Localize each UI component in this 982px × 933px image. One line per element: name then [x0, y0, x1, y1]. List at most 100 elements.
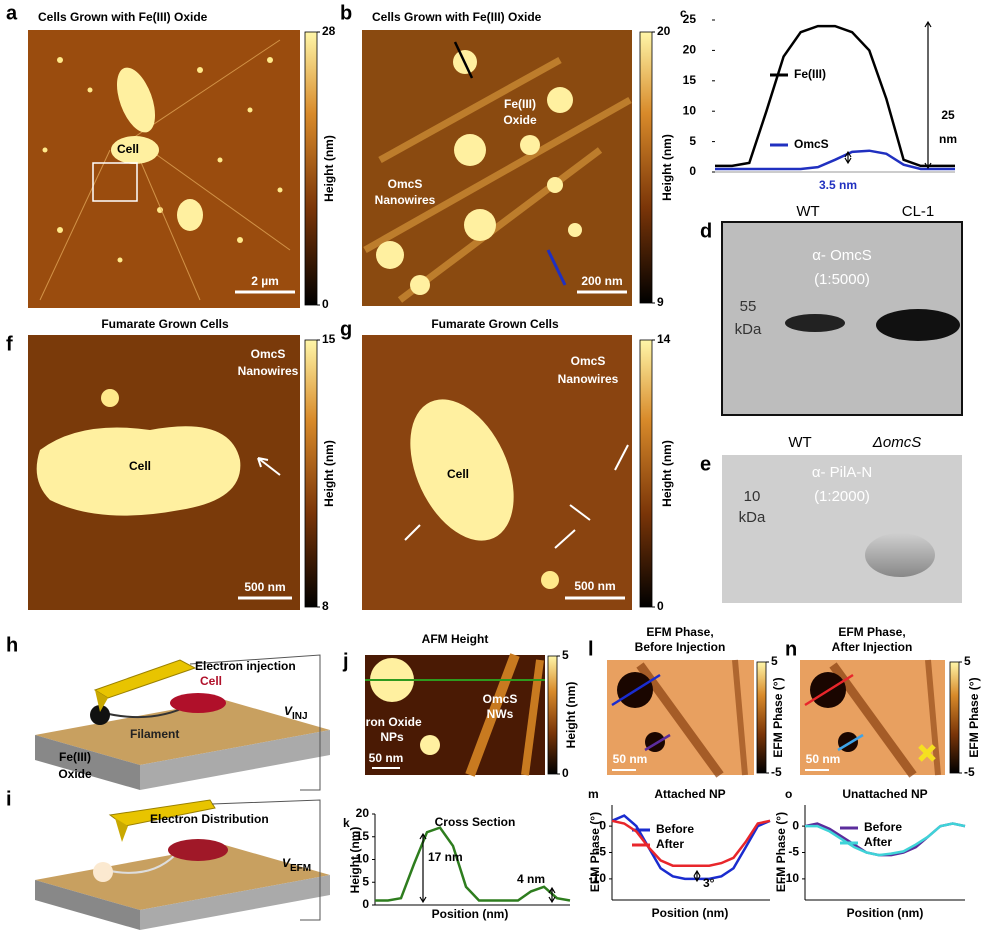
y-tick-label: 20: [356, 806, 370, 820]
x-axis-label: Position (nm): [432, 907, 509, 921]
panel-n: n EFM Phase, After Injection 50 nm: [785, 625, 945, 775]
panel-title: Cells Grown with Fe(III) Oxide: [38, 10, 208, 24]
oxide: [93, 862, 113, 882]
panel-e: e WT ΔomcS α- PilA-N (1:2000) 10 kDa: [700, 434, 962, 603]
y-tick-label: 0: [362, 897, 369, 911]
colorbar-label: EFM Phase (°): [967, 677, 981, 757]
voltage-subscript: INJ: [292, 711, 308, 722]
oxide-label: Fe(III): [504, 97, 536, 111]
colorbar-label: Height (nm): [660, 440, 674, 507]
antibody-label: α- PilA-N: [812, 464, 872, 481]
particle: [101, 389, 119, 407]
nanowire-label: Nanowires: [375, 193, 436, 207]
colorbar-tick-label: 0: [322, 297, 329, 311]
nanowire-label: OmcS: [251, 347, 286, 361]
colorbar-label: Height (nm): [564, 682, 578, 749]
y-tick-label: 10: [683, 103, 697, 117]
y-axis-label: EFM Phase (°): [588, 812, 602, 892]
legend-label: After: [656, 837, 684, 851]
scale-bar-label: 500 nm: [574, 579, 615, 593]
legend-label: After: [864, 835, 892, 849]
colorbar-label: Height (nm): [322, 440, 336, 507]
marker-label: 10: [744, 488, 761, 505]
y-tick-label: 20: [683, 43, 697, 57]
colorbar-tick-label: 9: [657, 295, 664, 309]
chart-title: Cross Section: [435, 815, 516, 829]
scale-bar-label: 50 nm: [369, 751, 404, 765]
panel-a: a Cells Grown with Fe(III) Oxide Cell 2 …: [6, 2, 300, 308]
annotation: 4 nm: [517, 872, 545, 886]
band: [785, 314, 845, 332]
scale-bar-label: 50 nm: [613, 752, 648, 766]
colorbar: [305, 32, 317, 305]
marker-label: kDa: [739, 509, 766, 526]
colorbar: [548, 656, 557, 774]
x-axis-label: Position (nm): [652, 906, 729, 920]
lane-label: WT: [788, 434, 811, 451]
y-axis-label: EFM Phase (°): [774, 812, 788, 892]
colorbar-tick-label: 15: [322, 332, 336, 346]
y-tick-label: -5: [788, 845, 799, 859]
colorbar: [305, 340, 317, 607]
nanowire-label: NWs: [487, 707, 514, 721]
y-axis-label: Height (nm): [348, 827, 362, 894]
nanowire-label: Nanowires: [238, 364, 299, 378]
panel-letter: b: [340, 2, 352, 24]
cell: [177, 199, 203, 231]
cell-label: Cell: [447, 467, 469, 481]
lane-label: WT: [796, 203, 819, 220]
panel-d: d WT CL-1 α- OmcS (1:5000) 55 kDa: [700, 203, 962, 415]
annotation: 25: [941, 108, 955, 122]
marker-label: kDa: [735, 321, 762, 338]
panel-letter: j: [342, 650, 349, 672]
particle-label: Iron Oxide: [362, 715, 422, 729]
y-tick-label: 25: [683, 12, 697, 26]
particle: [420, 735, 440, 755]
y-tick-label: 15: [683, 73, 697, 87]
colorbar-tick-label: 5: [771, 654, 778, 668]
colorbar: [640, 32, 652, 303]
panel-i: i Electron Distribution VEFM: [6, 788, 330, 930]
series-line: [715, 26, 955, 166]
colorbar: [950, 662, 959, 773]
colorbar-label: Height (nm): [660, 134, 674, 201]
colorbar-tick-label: 8: [322, 599, 329, 613]
nanowire-label: OmcS: [388, 177, 423, 191]
panel-g: g Fumarate Grown Cells Cell OmcS Nanowir…: [340, 317, 632, 610]
colorbar: [640, 340, 652, 607]
annotation: 3.5 nm: [819, 178, 857, 192]
panel-letter: i: [6, 788, 12, 810]
colorbar-tick-label: 28: [322, 24, 336, 38]
nanowire-label: OmcS: [483, 692, 518, 706]
colorbar-tick-label: 14: [657, 332, 671, 346]
y-tick-label: 0: [689, 164, 696, 178]
cell-label: Cell: [200, 674, 222, 688]
filament-label: Filament: [130, 727, 179, 741]
nanowire-label: OmcS: [571, 354, 606, 368]
panel-letter: d: [700, 220, 712, 242]
chart-title: Unattached NP: [842, 787, 927, 801]
panel-h: h Electron injection Cell Filament Fe(II…: [6, 634, 330, 790]
cell-label: Cell: [129, 459, 151, 473]
colorbar-tick-label: 20: [657, 24, 671, 38]
cell: [168, 839, 228, 861]
colorbar-label: Height (nm): [322, 135, 336, 202]
oxide-label: Oxide: [503, 113, 537, 127]
y-tick-label: 0: [792, 818, 799, 832]
legend-label: Fe(III): [794, 67, 826, 81]
scale-bar-label: 2 µm: [251, 274, 279, 288]
legend-label: OmcS: [794, 137, 829, 151]
panel-letter: h: [6, 634, 18, 656]
panel-letter: m: [588, 787, 599, 801]
legend-label: Before: [656, 822, 694, 836]
nanowire-label: Nanowires: [558, 372, 619, 386]
panel-letter: e: [700, 453, 711, 475]
dilution-label: (1:2000): [814, 488, 870, 505]
panel-letter: g: [340, 318, 352, 340]
panel-title: Before Injection: [635, 640, 726, 654]
lane-label: CL-1: [902, 203, 935, 220]
band: [876, 309, 960, 341]
arrow: [925, 22, 931, 168]
afm-image: [362, 30, 632, 306]
panel-title: Fumarate Grown Cells: [101, 317, 229, 331]
